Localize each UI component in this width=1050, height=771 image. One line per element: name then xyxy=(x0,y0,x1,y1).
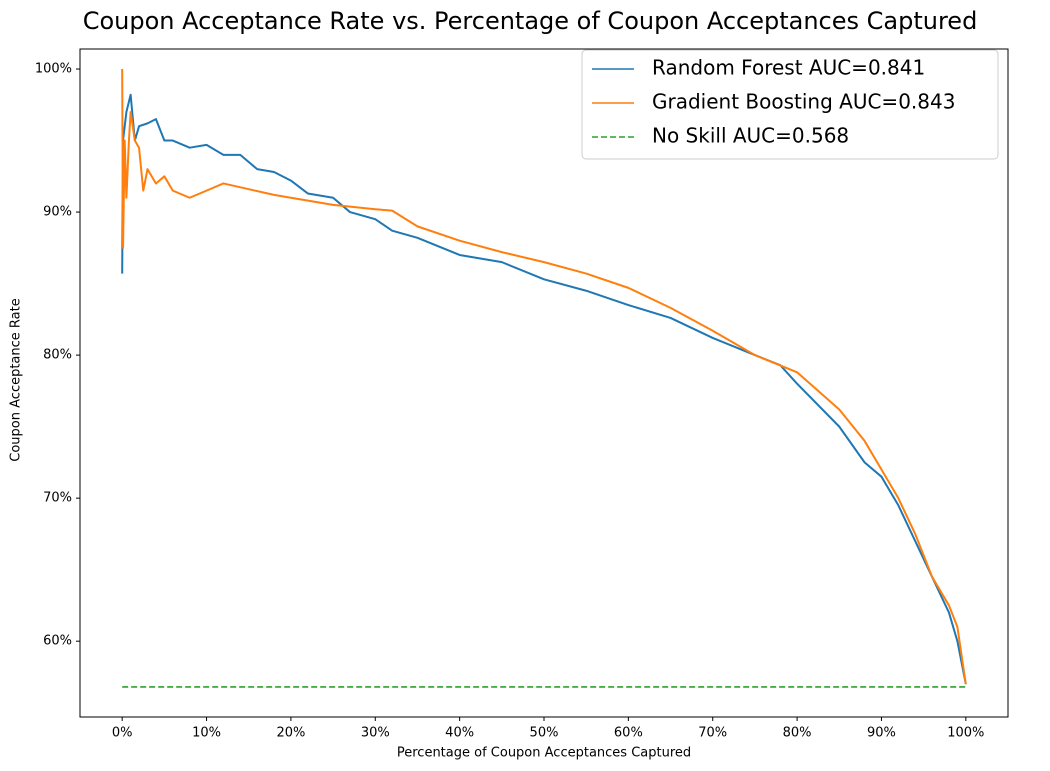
x-tick-label: 60% xyxy=(614,726,643,741)
x-tick-label: 90% xyxy=(867,726,896,741)
x-tick-label: 0% xyxy=(112,726,133,741)
x-tick-label: 50% xyxy=(530,726,559,741)
legend-text: Random Forest AUC=0.841 xyxy=(652,56,925,80)
x-tick-label: 70% xyxy=(698,726,727,741)
y-tick-label: 80% xyxy=(43,348,72,363)
series-line xyxy=(121,69,967,685)
x-tick-label: 10% xyxy=(192,726,221,741)
x-axis-label: Percentage of Coupon Acceptances Capture… xyxy=(397,746,691,761)
chart-title: Coupon Acceptance Rate vs. Percentage of… xyxy=(83,7,978,35)
x-tick-label: 30% xyxy=(361,726,390,741)
x-tick-label: 100% xyxy=(947,726,984,741)
x-tick-label: 80% xyxy=(783,726,812,741)
x-tick-label: 40% xyxy=(445,726,474,741)
legend-text: No Skill AUC=0.568 xyxy=(652,124,849,148)
y-tick-label: 90% xyxy=(43,205,72,220)
x-tick-label: 20% xyxy=(276,726,305,741)
y-tick-label: 100% xyxy=(35,62,72,77)
y-tick-label: 60% xyxy=(43,634,72,649)
y-tick-label: 70% xyxy=(43,491,72,506)
series-line xyxy=(121,93,967,685)
legend-text: Gradient Boosting AUC=0.843 xyxy=(652,90,955,114)
legend-box xyxy=(581,49,999,160)
y-axis-label: Coupon Acceptance Rate xyxy=(9,298,24,461)
